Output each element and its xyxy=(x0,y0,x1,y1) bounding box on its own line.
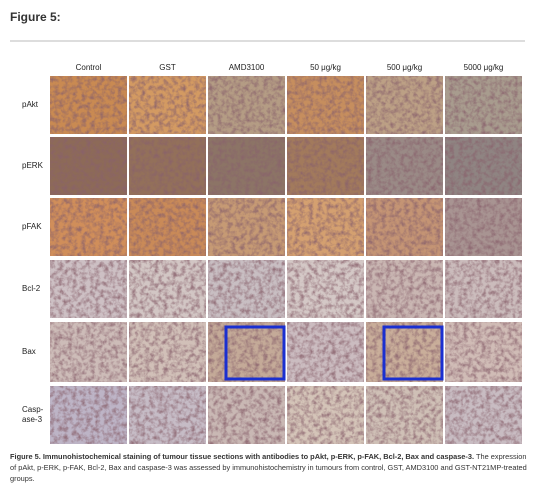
figure-heading: Figure 5: xyxy=(10,10,61,24)
micrograph-texture xyxy=(129,322,206,382)
micrograph-texture xyxy=(366,198,443,256)
caption-text: The expression of pAkt, p-ERK, p-FAK, Bc… xyxy=(10,452,527,483)
micrograph-texture xyxy=(50,322,127,382)
micrograph-texture xyxy=(366,260,443,318)
micrograph-texture xyxy=(129,76,206,134)
micrograph-texture xyxy=(445,76,522,134)
micrograph-texture xyxy=(208,386,285,444)
micrograph-texture xyxy=(208,137,285,195)
row-label: Bcl-2 xyxy=(22,284,41,293)
micrograph-texture xyxy=(50,76,127,134)
caption-bold: Figure 5. Immunohistochemical staining o… xyxy=(10,452,475,461)
micrograph-texture xyxy=(445,198,522,256)
micrograph-texture xyxy=(208,260,285,318)
micrograph-texture xyxy=(208,198,285,256)
row-label: pAkt xyxy=(22,100,39,109)
micrograph-texture xyxy=(366,137,443,195)
micrograph-texture xyxy=(129,198,206,256)
row-label: pFAK xyxy=(22,222,42,231)
micrograph-texture xyxy=(366,76,443,134)
micrograph-texture xyxy=(287,386,364,444)
row-label: pERK xyxy=(22,161,44,170)
micrograph-texture xyxy=(208,76,285,134)
divider xyxy=(10,40,525,42)
micrograph-texture xyxy=(366,322,443,382)
figure-caption: Figure 5. Immunohistochemical staining o… xyxy=(10,451,530,484)
column-label: 500 μg/kg xyxy=(387,63,422,72)
row-label: Casp- xyxy=(22,405,44,414)
micrograph-texture xyxy=(50,260,127,318)
micrograph-texture xyxy=(129,137,206,195)
micrograph-texture xyxy=(445,322,522,382)
row-label: Bax xyxy=(22,347,36,356)
micrograph-texture xyxy=(287,260,364,318)
micrograph-texture xyxy=(208,322,285,382)
micrograph-texture xyxy=(129,386,206,444)
figure-panel: Control GST AMD3100 50 μg/kg 500 μg/kg 5000 μ… xyxy=(22,63,522,444)
micrograph-texture xyxy=(366,386,443,444)
highlight-box xyxy=(382,325,444,381)
micrograph-texture xyxy=(445,137,522,195)
micrograph-texture xyxy=(287,76,364,134)
highlight-box xyxy=(224,325,286,381)
column-label: Control xyxy=(76,63,102,72)
column-label: AMD3100 xyxy=(229,63,265,72)
row-label: ase-3 xyxy=(22,415,43,424)
micrograph-texture xyxy=(287,137,364,195)
micrograph-texture xyxy=(129,260,206,318)
micrograph-texture xyxy=(445,386,522,444)
micrograph-texture xyxy=(50,137,127,195)
column-label: 5000 μg/kg xyxy=(464,63,504,72)
micrograph-texture xyxy=(287,198,364,256)
micrograph-texture xyxy=(50,386,127,444)
column-label: 50 μg/kg xyxy=(310,63,341,72)
micrograph-texture xyxy=(287,322,364,382)
column-label: GST xyxy=(159,63,176,72)
micrograph-texture xyxy=(50,198,127,256)
micrograph-texture xyxy=(445,260,522,318)
